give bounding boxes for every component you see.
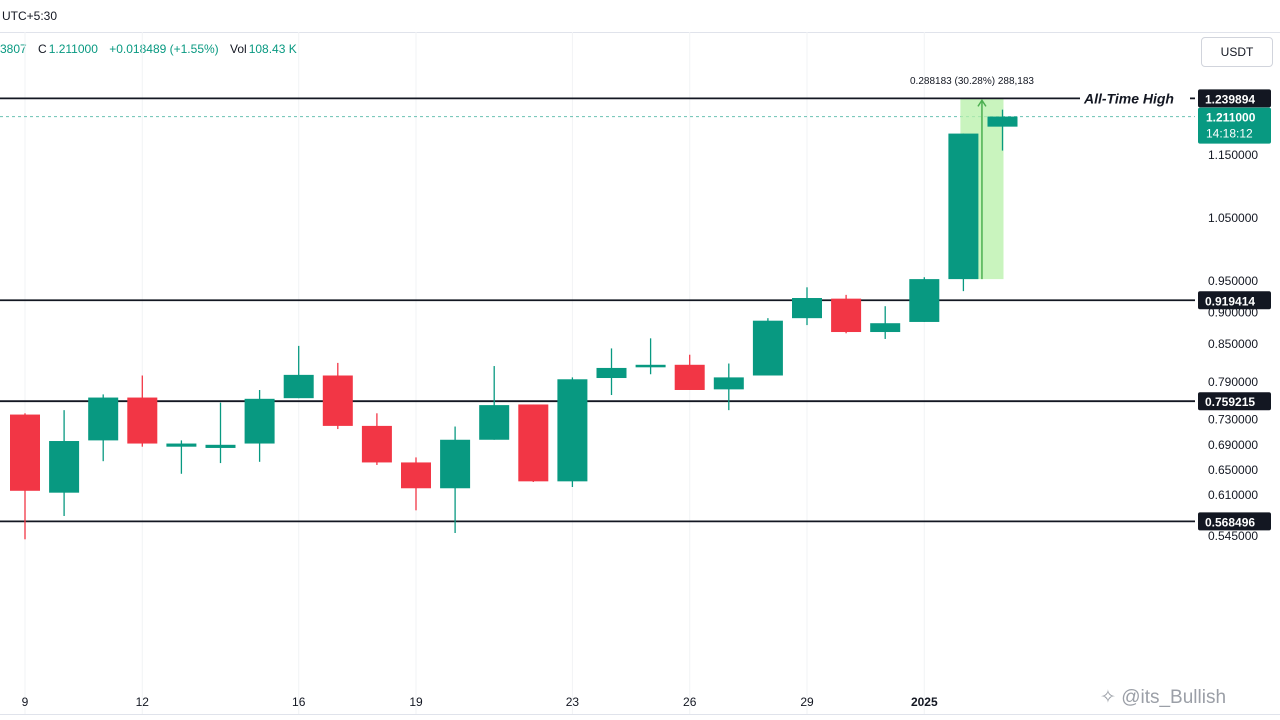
price-axis-tick-label: 0.650000 xyxy=(1208,463,1258,477)
price-level-badge xyxy=(1198,392,1271,411)
last-price-badge xyxy=(1198,107,1271,144)
price-axis-tick-label: 1.150000 xyxy=(1208,148,1258,162)
candle-body xyxy=(635,364,666,368)
price-level-badge xyxy=(1198,291,1271,310)
candle-body xyxy=(713,377,744,390)
candle-body xyxy=(322,375,353,426)
candle-body xyxy=(987,116,1018,127)
candle-body xyxy=(674,364,705,390)
measure-label: 0.288183 (30.28%) 288,183 xyxy=(910,76,1034,87)
candle-body xyxy=(479,405,510,440)
time-axis-tick-label: 16 xyxy=(292,695,306,709)
timezone-label[interactable]: UTC+5:30 xyxy=(2,9,58,23)
volume-label: Vol xyxy=(230,42,247,56)
candle-body xyxy=(518,404,549,482)
open-value-fragment: 3807 xyxy=(0,42,27,56)
price-level-badge-label: 0.759215 xyxy=(1205,395,1255,409)
watermark: ✧ @its_Bullish xyxy=(1100,687,1227,708)
price-level-badge-label: 0.568496 xyxy=(1205,515,1255,529)
time-axis-tick-label: 2025 xyxy=(911,695,938,709)
level-note-background xyxy=(1080,89,1190,108)
candle-body xyxy=(127,397,158,444)
watermark-text: @its_Bullish xyxy=(1121,687,1227,708)
price-axis-tick-label: 0.950000 xyxy=(1208,274,1258,288)
candle-body xyxy=(10,414,40,491)
time-axis-tick-label: 29 xyxy=(800,695,814,709)
level-note: All-Time High xyxy=(1083,90,1174,106)
time-axis-tick-label: 26 xyxy=(683,695,697,709)
price-axis-tick-label: 0.690000 xyxy=(1208,438,1258,452)
candle-body xyxy=(244,398,275,444)
candle-body xyxy=(831,298,862,333)
candle-body xyxy=(361,425,392,463)
candle-body xyxy=(557,379,588,482)
price-axis-tick-label: 0.545000 xyxy=(1208,529,1258,543)
candle-body xyxy=(401,462,431,489)
last-price-countdown: 14:18:12 xyxy=(1206,127,1253,141)
price-level-badge-label: 0.919414 xyxy=(1205,294,1255,308)
price-axis-tick-label: 0.790000 xyxy=(1208,375,1258,389)
candle-body xyxy=(909,279,940,322)
candle-body xyxy=(440,439,471,489)
candle-body xyxy=(283,374,314,399)
candle-body xyxy=(948,133,979,280)
candle-body xyxy=(596,367,627,379)
time-axis-tick-label: 19 xyxy=(409,695,423,709)
time-axis-tick-label: 12 xyxy=(136,695,150,709)
candle-body xyxy=(870,323,901,333)
candle-body xyxy=(792,298,822,319)
time-axis-tick-label: 9 xyxy=(22,695,29,709)
close-label: C xyxy=(38,42,47,56)
last-price-value: 1.211000 xyxy=(1206,111,1256,125)
time-axis-tick-label: 23 xyxy=(566,695,580,709)
price-level-badge-label: 1.239894 xyxy=(1205,92,1255,106)
candle-body xyxy=(752,320,783,376)
change-value: +0.018489 (+1.55%) xyxy=(109,42,219,56)
price-axis-tick-label: 0.850000 xyxy=(1208,337,1258,351)
candle-body xyxy=(166,443,197,447)
volume-value: 108.43 K xyxy=(248,42,297,56)
candle-body xyxy=(49,441,80,493)
currency-selector[interactable]: USDT xyxy=(1201,37,1273,67)
measure-arrow-head xyxy=(977,99,987,107)
price-level-badge xyxy=(1198,89,1271,108)
candle-body xyxy=(88,397,119,441)
ohlc-legend: 3807 C 1.211000 +0.018489 (+1.55%) Vol 108… xyxy=(0,42,299,56)
price-axis-tick-label: 0.730000 xyxy=(1208,413,1258,427)
top-toolbar: UTC+5:30 xyxy=(0,0,1280,33)
candle-body xyxy=(205,444,236,448)
price-axis-tick-label: 0.610000 xyxy=(1208,488,1258,502)
price-level-badge xyxy=(1198,512,1271,531)
close-value: 1.211000 xyxy=(48,42,98,56)
time-axis-border xyxy=(0,714,1280,715)
price-axis-tick-label: 1.050000 xyxy=(1208,211,1258,225)
